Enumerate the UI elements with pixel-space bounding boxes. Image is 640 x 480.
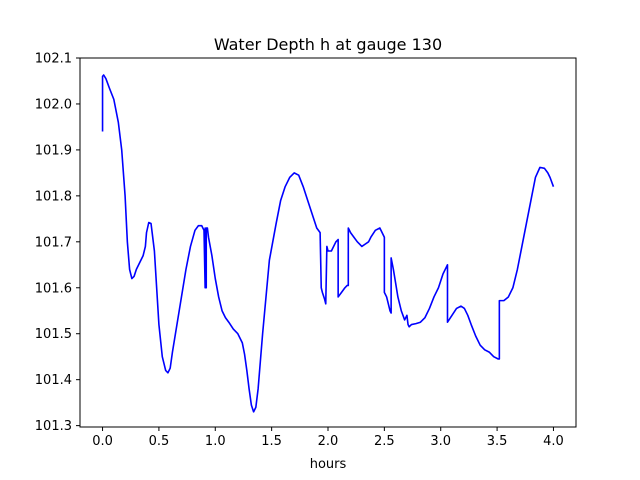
y-tick-label: 101.5	[35, 327, 72, 342]
x-axis-label: hours	[310, 457, 347, 472]
y-tick-label: 101.7	[35, 235, 72, 250]
x-tick-label: 1.5	[261, 434, 282, 449]
y-axis-ticks: 101.3 101.4 101.5 101.6 101.7 101.8 101.9 102.0…	[35, 52, 80, 434]
x-tick-label: 3.0	[430, 434, 451, 449]
series-line-0	[101, 74, 555, 413]
x-tick-label: 0.5	[149, 434, 170, 449]
y-tick-label: 102.1	[35, 52, 72, 67]
x-tick-label: 3.5	[487, 434, 508, 449]
x-tick-label: 1.0	[205, 434, 226, 449]
y-tick-label: 101.4	[35, 373, 72, 388]
x-tick-label: 4.0	[543, 434, 564, 449]
x-tick-label: 0.0	[92, 434, 113, 449]
y-tick-label: 102.0	[35, 97, 72, 112]
y-tick-label: 101.9	[35, 143, 72, 158]
x-tick-label: 2.5	[374, 434, 395, 449]
y-tick-label: 101.3	[35, 419, 72, 434]
chart-title: Water Depth h at gauge 130	[214, 35, 442, 54]
y-tick-label: 101.6	[35, 281, 72, 296]
x-axis-ticks: 0.0 0.5 1.0 1.5 2.0 2.5 3.0 3.5 4.0	[92, 427, 564, 449]
plot-series	[101, 74, 555, 413]
y-tick-label: 101.8	[35, 189, 72, 204]
plot-frame	[79, 57, 577, 428]
x-tick-label: 2.0	[318, 434, 339, 449]
